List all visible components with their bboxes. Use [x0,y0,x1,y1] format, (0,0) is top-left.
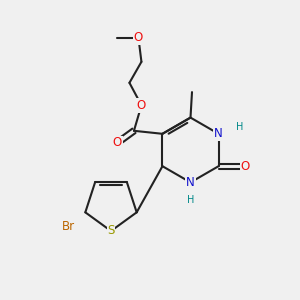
Text: H: H [187,195,194,206]
Text: H: H [236,122,244,132]
Text: O: O [137,99,146,112]
Text: S: S [107,224,115,238]
Text: Br: Br [62,220,75,233]
Text: N: N [186,176,195,189]
Text: O: O [134,31,143,44]
Text: O: O [240,160,250,173]
Text: O: O [113,136,122,149]
Text: N: N [214,127,223,140]
